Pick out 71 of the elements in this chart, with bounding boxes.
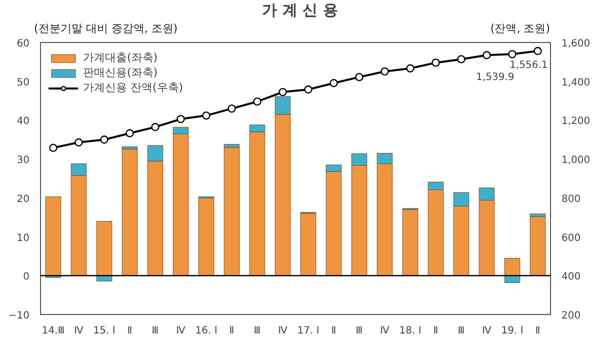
point	[202, 111, 210, 120]
data-label: 1,556.1	[510, 60, 548, 72]
x-tick-label: Ⅱ	[127, 326, 132, 336]
bar	[402, 209, 418, 276]
x-tick-label: Ⅲ	[152, 326, 159, 336]
x-tick-label: Ⅱ	[331, 326, 336, 336]
point	[534, 46, 542, 56]
point	[176, 114, 185, 124]
point	[151, 122, 160, 132]
point	[482, 51, 491, 60]
y2-tick-label: 1,400	[562, 77, 590, 88]
y2-tick-label: 1,200	[562, 116, 590, 128]
x-tick-label: Ⅱ	[535, 326, 540, 336]
x-tick-label: Ⅱ	[433, 326, 438, 336]
bar	[122, 148, 138, 276]
point	[380, 67, 389, 76]
x-tick-label: Ⅱ	[229, 326, 234, 336]
bar	[530, 216, 546, 276]
y-tick-label: 50	[16, 77, 30, 88]
point	[304, 85, 312, 94]
point	[126, 129, 134, 138]
chart-title: 가 계 신 용	[262, 0, 338, 21]
point	[330, 79, 338, 88]
point	[406, 64, 414, 72]
x-tick-label: Ⅳ	[278, 326, 288, 336]
y-tick-label: 60	[16, 38, 30, 50]
x-tick-label: Ⅳ	[482, 326, 492, 336]
x-tick-label: Ⅳ	[74, 326, 84, 336]
x-tick-label: 18. Ⅰ	[399, 326, 422, 336]
y-tick-label: 20	[16, 194, 30, 205]
x-tick-label: 14.Ⅲ	[42, 326, 65, 336]
bar	[224, 147, 240, 276]
y2-tick-label: 800	[562, 194, 581, 205]
x-tick-label: Ⅲ	[356, 326, 363, 336]
point	[74, 138, 83, 146]
y-tick-label: 0	[23, 272, 30, 283]
point	[228, 104, 236, 113]
point	[253, 97, 262, 106]
x-tick-label: Ⅲ	[458, 326, 465, 336]
bar	[198, 198, 214, 276]
y-tick-label: 40	[16, 116, 30, 128]
point	[49, 144, 58, 152]
y2-tick-label: 400	[562, 272, 581, 283]
y2-tick-label: 200	[562, 310, 581, 322]
legend-label: 가계대출(좌축)	[83, 50, 158, 65]
legend-label: 판매신용(좌축)	[83, 65, 158, 80]
x-tick-label: Ⅳ	[176, 326, 186, 336]
bar	[300, 213, 316, 276]
point	[355, 72, 364, 82]
x-tick-label: Ⅳ	[380, 326, 390, 336]
x-tick-label: 15. Ⅰ	[93, 326, 116, 336]
point	[508, 50, 516, 58]
point	[278, 88, 287, 96]
y-axis-title: (전분기말 대비 증감액, 조원)	[34, 22, 178, 36]
point	[432, 58, 440, 67]
y2-tick-label: 1,000	[562, 155, 590, 166]
x-tick-label: 17. Ⅰ	[297, 326, 320, 336]
y-tick-label: −10	[8, 310, 30, 322]
bar	[45, 196, 62, 276]
x-tick-label: 16. Ⅰ	[195, 326, 218, 336]
y-tick-label: 10	[16, 232, 30, 244]
y2-tick-label: 1,600	[562, 38, 590, 50]
y-tick-label: 30	[16, 155, 30, 166]
x-tick-label: 19. Ⅰ	[501, 326, 524, 336]
legend-label: 가계신용 잔액(우축)	[83, 80, 184, 95]
point	[457, 55, 466, 64]
y2-axis-title: (잔액, 조원)	[490, 22, 550, 36]
x-tick-label: Ⅲ	[254, 326, 261, 336]
point	[100, 136, 108, 144]
y2-tick-label: 600	[562, 232, 581, 244]
data-label: 1,539.9	[476, 72, 514, 84]
